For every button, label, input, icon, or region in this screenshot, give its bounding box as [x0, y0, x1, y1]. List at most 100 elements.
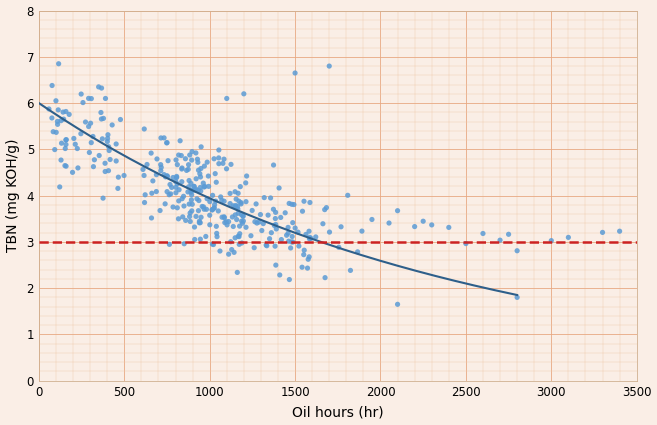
Point [166, 184, 177, 191]
Point [324, 62, 334, 69]
Point [233, 203, 243, 210]
Point [191, 176, 202, 182]
Point [185, 218, 196, 225]
Point [241, 173, 252, 179]
Point [317, 220, 328, 227]
Point [252, 220, 262, 227]
Point [196, 144, 206, 150]
Point [146, 150, 156, 156]
Point [99, 115, 109, 122]
Point [219, 198, 229, 204]
Point [112, 185, 123, 192]
Point [461, 240, 471, 247]
Point [194, 218, 204, 224]
Point [189, 183, 200, 190]
Point [214, 147, 224, 153]
Point [305, 199, 315, 206]
Point [264, 235, 275, 242]
Point [43, 105, 54, 112]
Point [89, 156, 100, 163]
Point [321, 204, 332, 211]
Point [227, 246, 237, 253]
Point [199, 163, 210, 170]
Point [209, 204, 219, 211]
Point [304, 235, 315, 242]
Point [284, 200, 294, 207]
Point [181, 167, 192, 174]
Point [171, 189, 181, 196]
Point [204, 221, 215, 228]
Point [72, 145, 83, 152]
Point [234, 198, 244, 204]
Point [271, 221, 281, 228]
Point [194, 197, 204, 204]
Point [238, 218, 248, 224]
Point [151, 188, 162, 195]
Point [177, 196, 187, 202]
Point [194, 170, 205, 177]
Point [80, 119, 91, 125]
Point [196, 214, 206, 221]
Point [290, 70, 300, 76]
Point [86, 95, 97, 102]
Point [60, 141, 71, 148]
Point [53, 121, 63, 128]
Point [294, 243, 304, 249]
Point [195, 236, 206, 243]
Point [215, 193, 226, 200]
Point [162, 173, 173, 180]
Point [64, 111, 74, 118]
Point [183, 189, 193, 196]
Point [258, 220, 269, 227]
Point [189, 183, 199, 190]
Point [195, 219, 206, 226]
Point [177, 166, 187, 173]
Point [187, 191, 197, 198]
Point [232, 269, 242, 276]
Point [179, 241, 189, 247]
Point [186, 180, 196, 187]
Point [222, 221, 233, 228]
Point [200, 183, 210, 190]
Point [236, 201, 246, 207]
Point [156, 164, 166, 171]
Point [140, 191, 150, 198]
Point [111, 141, 122, 147]
Point [187, 148, 197, 155]
Point [274, 184, 284, 191]
Point [233, 233, 244, 240]
Point [288, 219, 298, 226]
Point [156, 167, 166, 174]
Point [231, 202, 241, 209]
Point [270, 243, 281, 249]
Point [233, 190, 243, 197]
Point [187, 201, 198, 208]
Point [187, 187, 197, 194]
Point [171, 178, 181, 185]
Point [180, 156, 191, 162]
Point [250, 218, 260, 225]
Point [231, 196, 241, 202]
Point [286, 238, 297, 245]
Point [186, 196, 196, 203]
Point [352, 249, 363, 255]
Point [225, 200, 235, 207]
Point [193, 156, 203, 163]
Point [233, 206, 243, 212]
Point [320, 274, 330, 281]
Point [87, 133, 98, 140]
Point [48, 128, 58, 135]
Point [83, 95, 94, 102]
Point [223, 251, 234, 258]
Point [223, 218, 234, 225]
Point [193, 187, 204, 194]
Point [257, 227, 267, 234]
Point [299, 198, 309, 205]
Point [275, 272, 285, 278]
Point [58, 109, 68, 116]
Point [159, 171, 170, 178]
Point [61, 163, 72, 170]
Point [207, 207, 217, 213]
Point [60, 108, 71, 115]
Point [219, 214, 230, 221]
